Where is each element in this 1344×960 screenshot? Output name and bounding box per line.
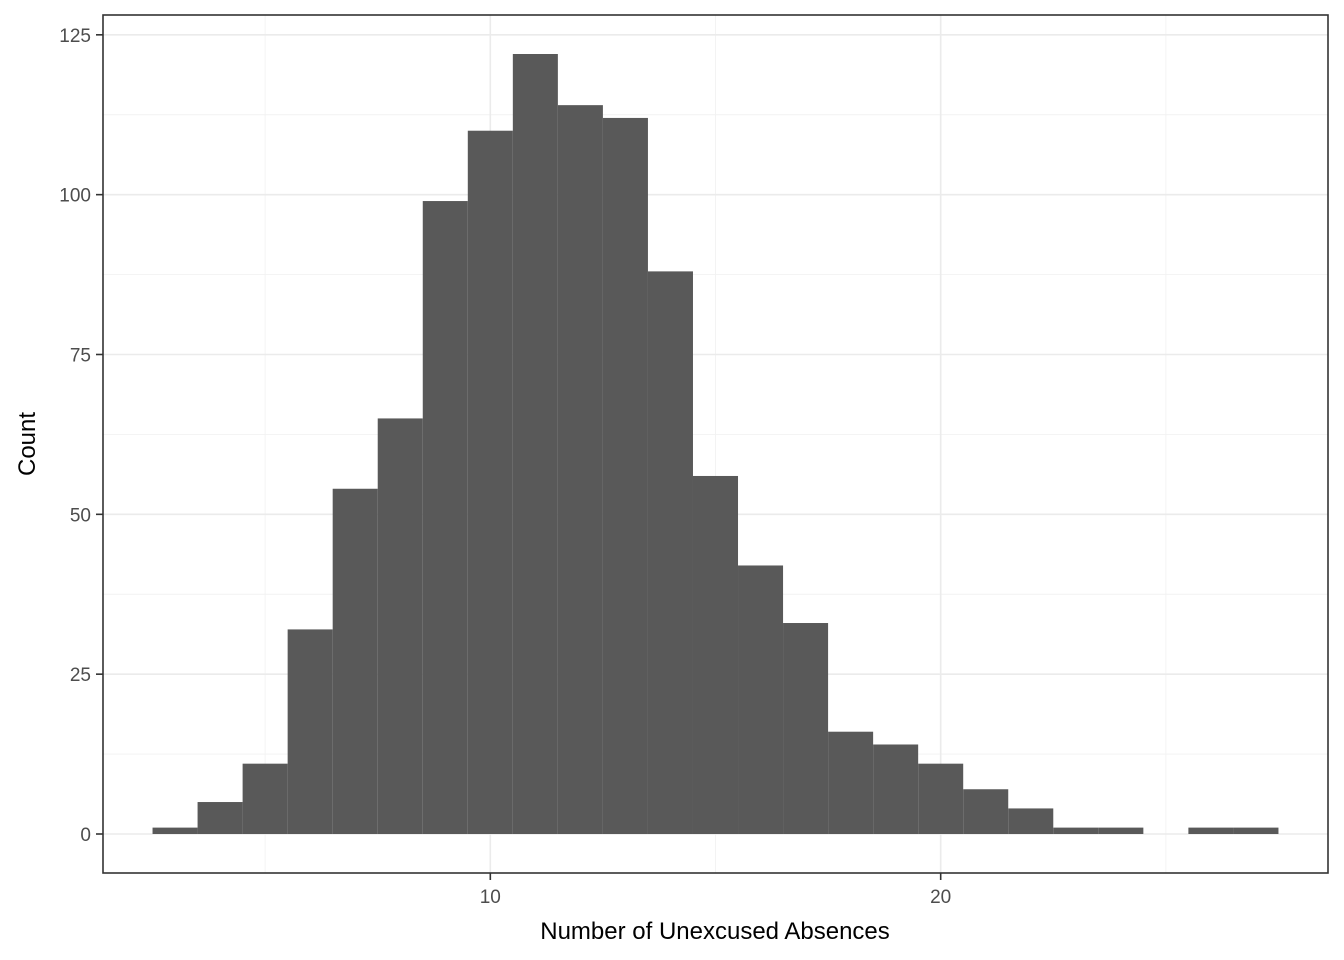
histogram-bar	[873, 744, 919, 834]
x-axis-title: Number of Unexcused Absences	[540, 918, 890, 945]
histogram-bar	[918, 763, 964, 834]
histogram-bar	[783, 623, 829, 834]
histogram-bar	[963, 789, 1009, 834]
histogram-bar	[377, 418, 423, 834]
histogram-bar	[332, 488, 378, 834]
y-tick-label: 100	[59, 186, 91, 207]
axis-ticks: 0 25 50 75 100 125 10 20	[59, 26, 951, 908]
x-tick-label: 10	[480, 887, 501, 908]
y-tick-label: 25	[70, 665, 91, 686]
histogram-bar	[602, 117, 648, 834]
histogram-bar	[692, 475, 739, 834]
histogram-bar	[287, 629, 333, 834]
y-axis-title: Count	[14, 412, 41, 476]
histogram-bar	[512, 54, 558, 834]
histogram-bar	[152, 827, 198, 834]
y-tick-label: 125	[59, 26, 91, 47]
y-tick-label: 75	[70, 345, 91, 366]
histogram-bar	[1008, 808, 1054, 834]
histogram-bar	[197, 802, 243, 834]
histogram-bar	[1233, 827, 1279, 834]
histogram-bar	[242, 763, 288, 834]
histogram-bar	[1098, 827, 1144, 834]
histogram-bar	[422, 201, 468, 834]
histogram-bar	[647, 271, 693, 834]
histogram-bar	[828, 731, 874, 834]
x-tick-label: 20	[930, 887, 951, 908]
y-tick-label: 0	[80, 825, 91, 846]
bars	[152, 54, 1279, 835]
histogram-bar	[1053, 827, 1099, 834]
panel-border	[102, 14, 1329, 874]
histogram-bar	[557, 105, 603, 835]
y-tick-label: 50	[70, 505, 91, 526]
histogram-bar	[1188, 827, 1234, 834]
histogram-bar	[738, 565, 784, 834]
histogram-bar	[467, 130, 513, 834]
